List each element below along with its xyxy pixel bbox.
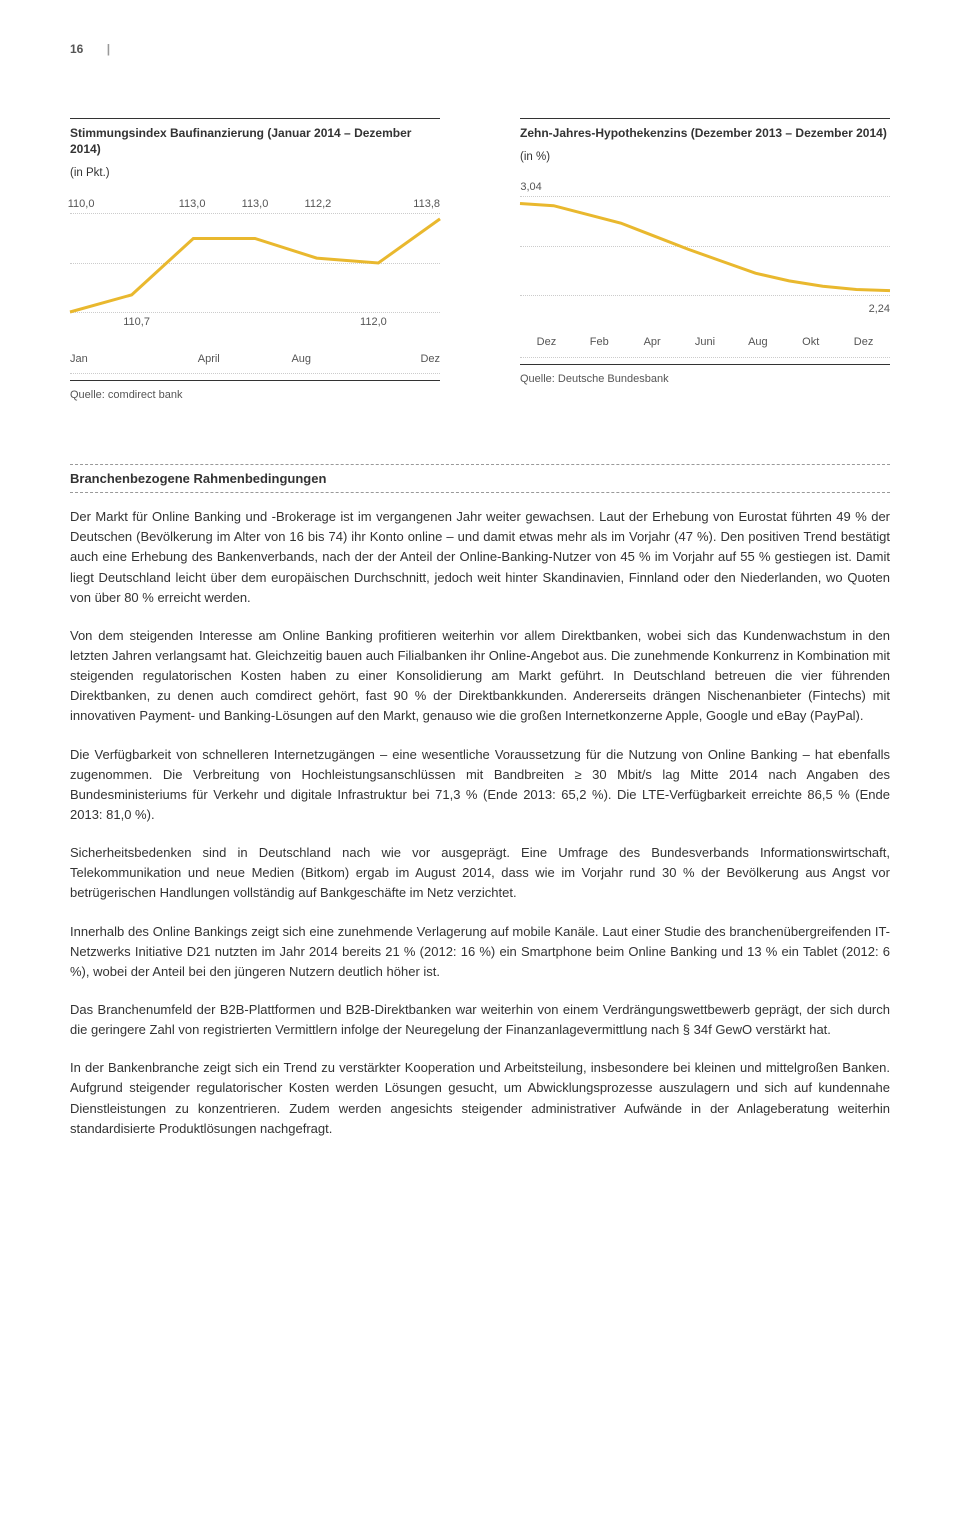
chart-right-xtick-4: Aug [731,334,784,351]
charts-row: Stimmungsindex Baufinanzierung (Januar 2… [70,118,890,404]
paragraph-7: In der Bankenbranche zeigt sich ein Tren… [70,1058,890,1139]
chart-right-xtick-2: Apr [626,334,679,351]
chart-left-line [70,214,440,312]
chart-left-title: Stimmungsindex Baufinanzierung (Januar 2… [70,118,440,163]
chart-right-xtick-3: Juni [679,334,732,351]
chart-right-start-label: 3,04 [520,179,541,196]
page-number: 16 | [70,40,890,58]
chart-left-val-5: 112,0 [360,314,387,331]
chart-left-xtick-0: Jan [70,351,163,368]
paragraph-5: Innerhalb des Online Bankings zeigt sich… [70,922,890,982]
chart-left-val-6: 113,8 [413,196,440,213]
chart-left: Stimmungsindex Baufinanzierung (Januar 2… [70,118,440,404]
chart-right-xtick-5: Okt [784,334,837,351]
chart-right-subtitle: (in %) [520,149,890,166]
page-divider: | [107,42,110,56]
chart-left-val-0: 110,0 [68,196,95,213]
chart-left-area: 110,0 110,7 113,0 113,0 112,2 112,0 113,… [70,213,440,313]
chart-right-line [520,197,890,295]
chart-left-source: Quelle: comdirect bank [70,380,440,404]
chart-left-val-4: 112,2 [305,196,332,213]
paragraph-4: Sicherheitsbedenken sind in Deutschland … [70,843,890,903]
chart-right-xtick-0: Dez [520,334,573,351]
chart-right-xtick-6: Dez [837,334,890,351]
chart-left-xtick-1: April [163,351,256,368]
chart-right-title: Zehn-Jahres-Hypothekenzins (Dezember 201… [520,118,890,147]
chart-left-xaxis: Jan April Aug Dez [70,351,440,375]
page-number-value: 16 [70,42,83,56]
chart-right-source: Quelle: Deutsche Bundesbank [520,364,890,388]
chart-left-val-3: 113,0 [242,196,269,213]
paragraph-6: Das Branchenumfeld der B2B-Plattformen u… [70,1000,890,1040]
chart-right-area: 3,04 2,24 [520,196,890,296]
paragraph-2: Von dem steigenden Interesse am Online B… [70,626,890,727]
paragraph-3: Die Verfügbarkeit von schnelleren Intern… [70,745,890,826]
chart-left-xtick-2: Aug [255,351,348,368]
chart-right: Zehn-Jahres-Hypothekenzins (Dezember 201… [520,118,890,404]
paragraph-1: Der Markt für Online Banking und -Broker… [70,507,890,608]
chart-right-xaxis: Dez Feb Apr Juni Aug Okt Dez [520,334,890,358]
chart-left-xtick-3: Dez [348,351,441,368]
chart-right-end-label: 2,24 [869,301,890,318]
chart-right-xtick-1: Feb [573,334,626,351]
chart-left-val-1: 110,7 [123,314,150,331]
section-heading: Branchenbezogene Rahmenbedingungen [70,464,890,494]
chart-left-val-2: 113,0 [179,196,206,213]
chart-left-subtitle: (in Pkt.) [70,165,440,182]
